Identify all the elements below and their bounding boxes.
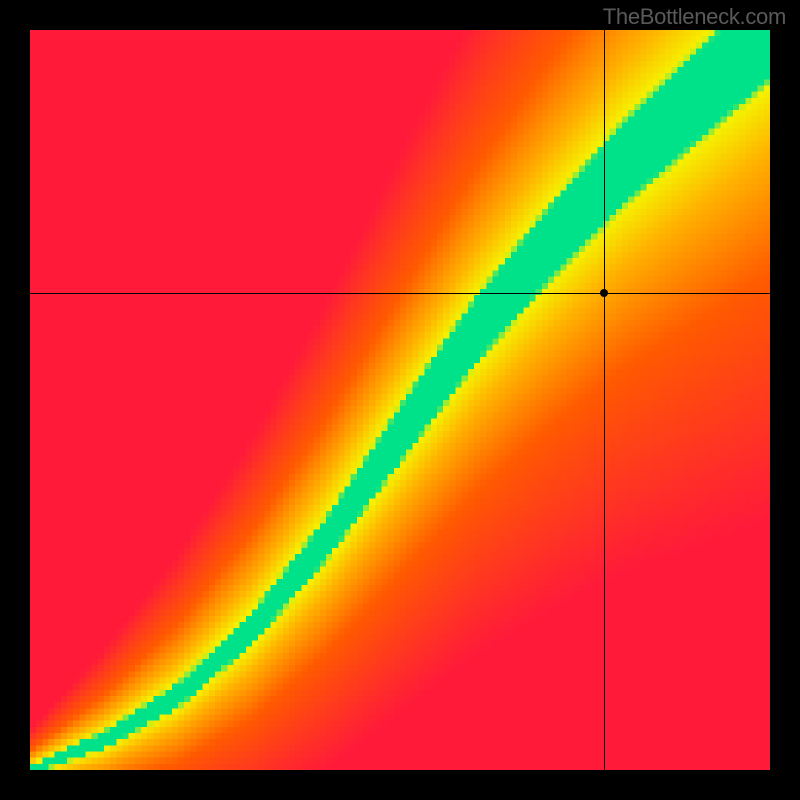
crosshair-vertical bbox=[604, 30, 605, 770]
watermark-label: TheBottleneck.com bbox=[603, 4, 786, 30]
crosshair-marker bbox=[600, 289, 608, 297]
crosshair-horizontal bbox=[30, 293, 770, 294]
heatmap-plot bbox=[30, 30, 770, 770]
heatmap-canvas bbox=[30, 30, 770, 770]
chart-container: TheBottleneck.com bbox=[0, 0, 800, 800]
